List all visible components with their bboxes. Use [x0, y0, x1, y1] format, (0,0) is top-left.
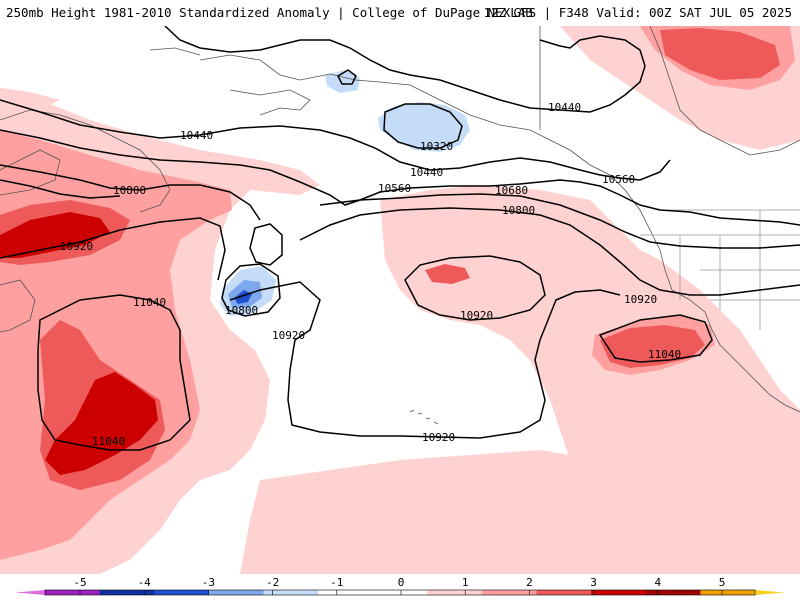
colorbar-band: [481, 590, 538, 595]
colorbar-tick-label: 3: [590, 576, 597, 589]
contour-label: 10440: [548, 101, 581, 114]
map-header: 250mb Height 1981-2010 Standardized Anom…: [0, 0, 800, 26]
colorbar-tick-label: -3: [202, 576, 215, 589]
colorbar-tick-label: 0: [398, 576, 405, 589]
colorbar-band: [15, 590, 45, 595]
colorbar-band: [99, 590, 155, 595]
contour-labels: 10440 10320 10440 10440 10560 10560 1068…: [60, 101, 681, 448]
colorbar-tick-label: -2: [266, 576, 279, 589]
colorbar-tick-label: -1: [330, 576, 343, 589]
colorbar-band: [700, 590, 756, 595]
colorbar-band: [645, 590, 701, 595]
colorbar: -5 -4 -3 -2 -1 0 1 2 3 4 5: [0, 574, 800, 600]
colorbar-tick-label: 1: [462, 576, 469, 589]
contour-label: 10320: [420, 140, 453, 153]
contour-label: 10680: [495, 184, 528, 197]
contour-label: 10920: [624, 293, 657, 306]
map-canvas: 10440 10320 10440 10440 10560 10560 1068…: [0, 26, 800, 574]
colorbar-band: [536, 590, 592, 595]
colorbar-band: [427, 590, 483, 595]
contour-label: 10440: [410, 166, 443, 179]
map-title: 250mb Height 1981-2010 Standardized Anom…: [6, 5, 533, 20]
colorbar-band: [591, 590, 647, 595]
colorbar-band: [263, 590, 319, 595]
contour-label: 11040: [133, 296, 166, 309]
colorbar-tick-label: -5: [73, 576, 86, 589]
contour-label: 10800: [502, 204, 535, 217]
colorbar-svg: -5 -4 -3 -2 -1 0 1 2 3 4 5: [15, 576, 785, 596]
colorbar-tick-label: -4: [138, 576, 152, 589]
colorbar-tick-label: 5: [719, 576, 726, 589]
colorbar-band: [154, 590, 210, 595]
contour-label: 11040: [648, 348, 681, 361]
contour-label: 10440: [180, 129, 213, 142]
contour-label: 10800: [225, 304, 258, 317]
contour-label: 10800: [113, 184, 146, 197]
colorbar-band: [318, 590, 374, 595]
coastlines: [0, 26, 800, 425]
height-contours: [0, 26, 800, 451]
contour-label: 11040: [92, 435, 125, 448]
colorbar-band: [755, 590, 785, 595]
colorbar-labels: -5 -4 -3 -2 -1 0 1 2 3 4 5: [73, 576, 725, 595]
anomaly-fill-plus4: [0, 212, 158, 475]
contour-label: 10920: [272, 329, 305, 342]
contour-label: 10920: [60, 240, 93, 253]
colorbar-band: [372, 590, 428, 595]
contour-label: 10560: [378, 182, 411, 195]
colorbar-outline: [44, 589, 756, 596]
colorbar-tick-label: 2: [526, 576, 533, 589]
colorbar-tick-label: 4: [654, 576, 661, 589]
contour-label: 10560: [602, 173, 635, 186]
anomaly-map: 10440 10320 10440 10440 10560 10560 1068…: [0, 26, 800, 574]
colorbar-band: [208, 590, 264, 595]
colorbar-bands: [15, 589, 785, 596]
contour-label: 10920: [422, 431, 455, 444]
model-run-info: 12Z GFS | F348 Valid: 00Z SAT JUL 05 202…: [483, 5, 792, 20]
contour-label: 10920: [460, 309, 493, 322]
colorbar-band: [45, 590, 101, 595]
